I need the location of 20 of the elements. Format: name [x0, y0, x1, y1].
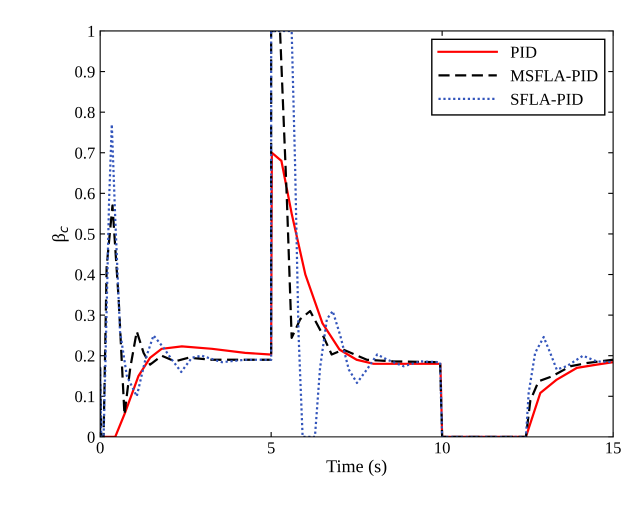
- x-tick-label: 0: [96, 442, 104, 454]
- y-tick-label: 0.5: [75, 228, 95, 240]
- y-tick-label: 1: [88, 26, 94, 37]
- x-axis-title: Time (s): [326, 460, 386, 476]
- y-tick-label: 0.6: [75, 188, 95, 200]
- x-tick-label: 10: [435, 442, 450, 454]
- legend-label: SFLA-PID: [511, 94, 583, 105]
- y-tick-label: 0.1: [75, 390, 94, 402]
- legend-label: PID: [510, 46, 536, 58]
- y-tick-label: 0.3: [75, 310, 95, 322]
- legend-label: MSFLA-PID: [510, 70, 598, 82]
- y-axis-title: β$_{c}$: [52, 226, 69, 242]
- y-tick-label: 0.7: [75, 147, 95, 159]
- y-tick-label: 0.8: [75, 106, 95, 118]
- y-tick-label: 0.2: [75, 350, 94, 362]
- y-tick-label: 0.9: [75, 66, 95, 78]
- x-tick-label: 15: [606, 442, 621, 454]
- y-tick-label: 0.4: [75, 269, 96, 281]
- y-tick-label: 0: [88, 432, 95, 443]
- x-tick-label: 5: [268, 442, 275, 454]
